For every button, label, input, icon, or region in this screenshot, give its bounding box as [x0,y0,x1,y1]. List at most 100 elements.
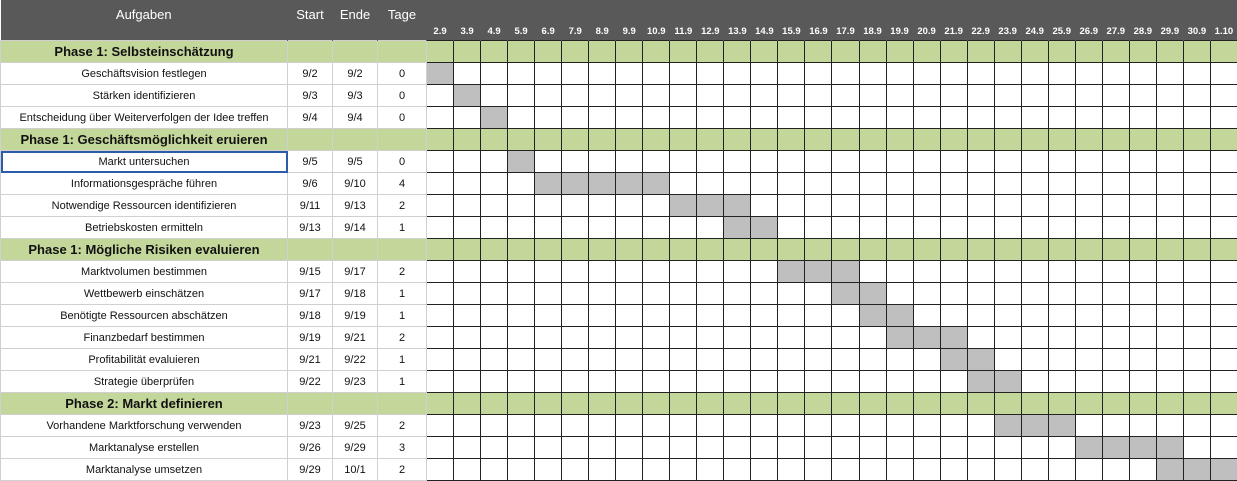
date-header[interactable]: 18.9 [859,0,886,41]
gantt-cell[interactable] [940,217,967,239]
gantt-cell[interactable] [697,129,724,151]
gantt-cell[interactable] [481,173,508,195]
gantt-cell[interactable] [1183,283,1210,305]
gantt-cell[interactable] [1183,371,1210,393]
gantt-cell[interactable] [535,283,562,305]
gantt-cell[interactable] [778,393,805,415]
gantt-cell[interactable] [805,195,832,217]
task-name[interactable]: Informationsgespräche führen [1,173,288,195]
gantt-cell[interactable] [616,239,643,261]
gantt-cell[interactable] [643,107,670,129]
gantt-cell[interactable] [1129,261,1156,283]
gantt-cell[interactable] [1183,217,1210,239]
gantt-cell[interactable] [913,151,940,173]
gantt-bar[interactable] [967,349,994,371]
gantt-cell[interactable] [1075,63,1102,85]
days-cell[interactable]: 1 [378,371,427,393]
gantt-cell[interactable] [967,393,994,415]
gantt-cell[interactable] [994,129,1021,151]
gantt-cell[interactable] [1048,151,1075,173]
gantt-cell[interactable] [886,195,913,217]
start-cell[interactable]: 9/5 [288,151,333,173]
gantt-cell[interactable] [805,63,832,85]
gantt-cell[interactable] [697,239,724,261]
date-header[interactable]: 3.9 [454,0,481,41]
gantt-cell[interactable] [562,217,589,239]
gantt-bar[interactable] [913,327,940,349]
date-header[interactable]: 12.9 [697,0,724,41]
date-header[interactable]: 19.9 [886,0,913,41]
days-cell[interactable]: 0 [378,151,427,173]
start-cell[interactable]: 9/15 [288,261,333,283]
gantt-cell[interactable] [1021,63,1048,85]
gantt-cell[interactable] [562,327,589,349]
gantt-cell[interactable] [832,239,859,261]
gantt-cell[interactable] [1102,41,1129,63]
gantt-cell[interactable] [994,217,1021,239]
gantt-cell[interactable] [643,371,670,393]
gantt-cell[interactable] [697,415,724,437]
gantt-cell[interactable] [1048,85,1075,107]
gantt-cell[interactable] [697,459,724,481]
gantt-bar[interactable] [967,371,994,393]
gantt-cell[interactable] [670,107,697,129]
gantt-cell[interactable] [832,107,859,129]
gantt-cell[interactable] [427,393,454,415]
gantt-cell[interactable] [1156,151,1183,173]
gantt-cell[interactable] [832,459,859,481]
gantt-cell[interactable] [481,63,508,85]
gantt-cell[interactable] [940,173,967,195]
gantt-cell[interactable] [1210,151,1237,173]
gantt-cell[interactable] [427,349,454,371]
gantt-cell[interactable] [1102,151,1129,173]
gantt-cell[interactable] [805,349,832,371]
gantt-cell[interactable] [994,41,1021,63]
gantt-cell[interactable] [697,349,724,371]
task-name[interactable]: Markt untersuchen [1,151,288,173]
gantt-cell[interactable] [454,371,481,393]
gantt-cell[interactable] [1102,415,1129,437]
gantt-cell[interactable] [859,327,886,349]
gantt-cell[interactable] [778,41,805,63]
gantt-cell[interactable] [967,261,994,283]
gantt-bar[interactable] [1048,415,1075,437]
gantt-cell[interactable] [508,63,535,85]
gantt-cell[interactable] [1075,283,1102,305]
gantt-cell[interactable] [589,63,616,85]
date-header[interactable]: 27.9 [1102,0,1129,41]
gantt-cell[interactable] [1048,327,1075,349]
gantt-cell[interactable] [535,349,562,371]
gantt-cell[interactable] [562,195,589,217]
gantt-cell[interactable] [832,63,859,85]
gantt-cell[interactable] [454,415,481,437]
gantt-cell[interactable] [616,349,643,371]
end-cell[interactable]: 9/17 [333,261,378,283]
gantt-cell[interactable] [1021,437,1048,459]
gantt-cell[interactable] [1102,283,1129,305]
gantt-cell[interactable] [859,63,886,85]
gantt-bar[interactable] [751,217,778,239]
gantt-cell[interactable] [778,415,805,437]
gantt-cell[interactable] [481,349,508,371]
gantt-bar[interactable] [1075,437,1102,459]
gantt-cell[interactable] [1183,173,1210,195]
gantt-cell[interactable] [1021,349,1048,371]
task-name[interactable]: Marktanalyse erstellen [1,437,288,459]
gantt-cell[interactable] [832,195,859,217]
end-cell[interactable]: 9/13 [333,195,378,217]
gantt-cell[interactable] [967,151,994,173]
gantt-cell[interactable] [643,151,670,173]
date-header[interactable]: 29.9 [1156,0,1183,41]
gantt-cell[interactable] [913,195,940,217]
gantt-cell[interactable] [751,129,778,151]
gantt-cell[interactable] [454,129,481,151]
gantt-bar[interactable] [1210,459,1237,481]
gantt-cell[interactable] [508,239,535,261]
gantt-cell[interactable] [1156,305,1183,327]
gantt-cell[interactable] [670,129,697,151]
end-cell[interactable]: 9/21 [333,327,378,349]
end-cell[interactable] [333,239,378,261]
gantt-cell[interactable] [1048,349,1075,371]
days-cell[interactable]: 4 [378,173,427,195]
gantt-cell[interactable] [643,217,670,239]
